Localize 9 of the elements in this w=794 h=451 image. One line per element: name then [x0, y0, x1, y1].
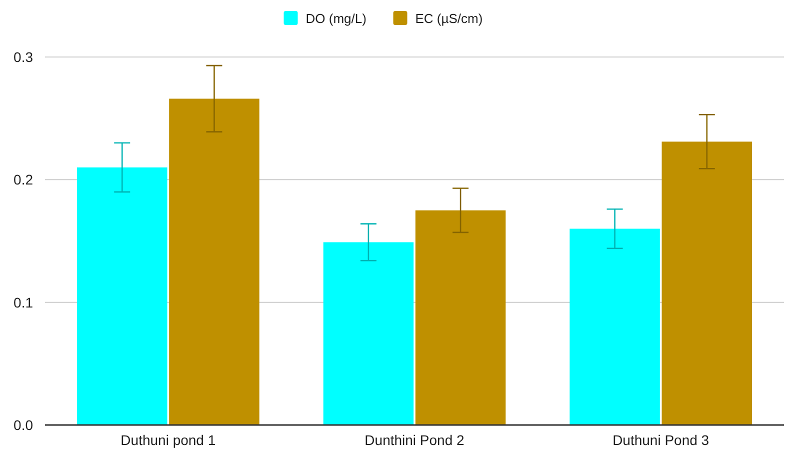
x-tick-label: Duthuni Pond 3 [612, 432, 710, 448]
y-tick-label: 0.2 [14, 172, 34, 188]
legend-label: EC (µS/cm) [415, 11, 483, 26]
y-tick-label: 0.3 [14, 49, 34, 65]
x-tick-label: Dunthini Pond 2 [364, 432, 465, 448]
legend-label: DO (mg/L) [306, 11, 366, 26]
x-tick-label: Duthuni pond 1 [120, 432, 216, 448]
y-tick-label: 0.0 [14, 417, 34, 433]
y-tick-label: 0.1 [14, 294, 34, 310]
